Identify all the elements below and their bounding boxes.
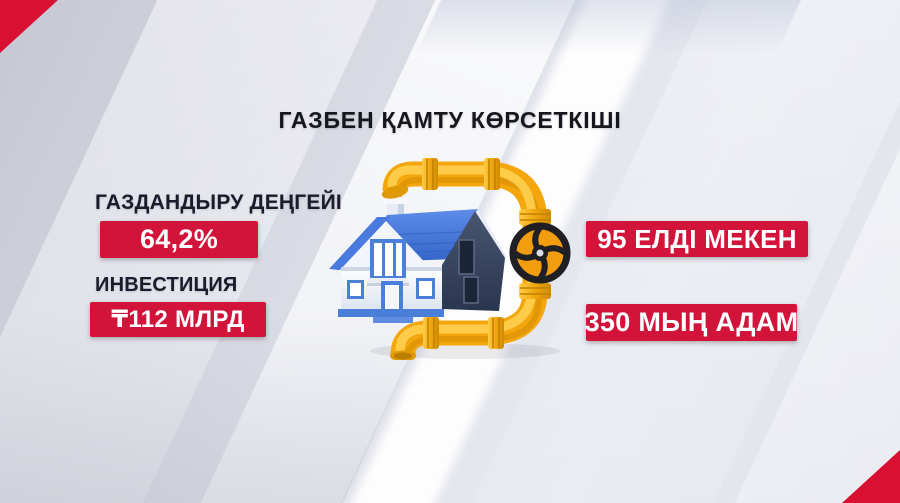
investment-label: ИНВЕСТИЦИЯ (95, 274, 238, 296)
investment-value-badge: ₸112 МЛРД (90, 302, 266, 337)
gasification-level-label: ГАЗДАНДЫРУ ДЕҢГЕЙІ (95, 191, 342, 214)
corner-accent-top-left (0, 0, 58, 53)
gasification-level-value-badge: 64,2% (100, 221, 258, 258)
people-count-badge: 350 МЫҢ АДАМ (585, 304, 798, 341)
valve-wheel-icon (509, 222, 571, 284)
pipe-flange (422, 158, 551, 349)
background-wedge (414, 0, 806, 58)
house-icon (327, 198, 506, 323)
corner-accent-bottom-right (842, 450, 900, 503)
house-gas-pipe-illustration (327, 158, 571, 360)
settlements-count-badge: 95 ЕЛДІ МЕКЕН (586, 221, 808, 257)
gas-pipe-icon (381, 158, 571, 360)
page-title: ГАЗБЕН ҚАМТУ КӨРСЕТКІШІ (278, 107, 622, 133)
